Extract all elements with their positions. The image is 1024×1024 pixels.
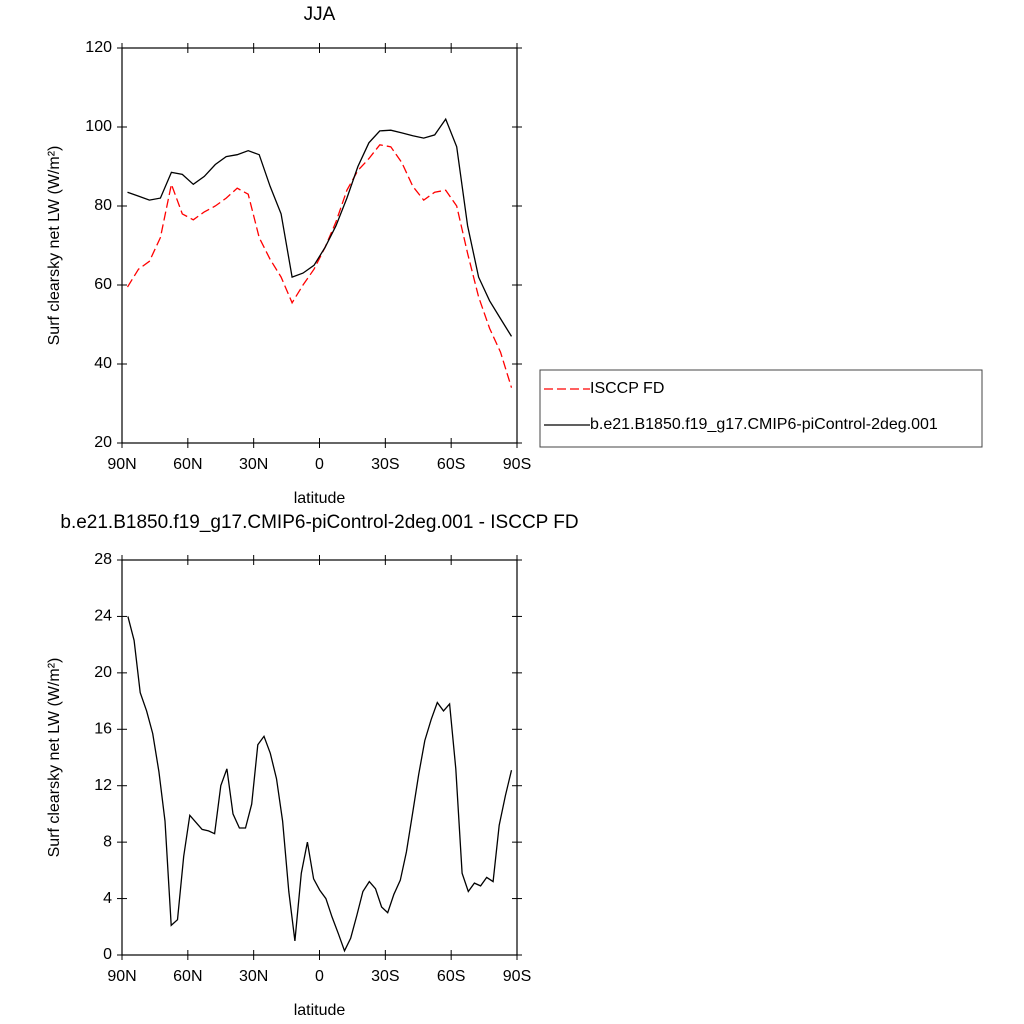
y-tick-label: 100: [85, 118, 112, 135]
chart-title: JJA: [304, 4, 336, 25]
x-tick-label: 60N: [173, 456, 202, 473]
y-tick-label: 120: [85, 39, 112, 56]
x-tick-label: 60S: [437, 968, 465, 985]
plot-frame: [121, 559, 518, 956]
y-tick-label: 24: [94, 608, 112, 625]
y-tick-label: 8: [103, 833, 112, 850]
y-tick-label: 80: [94, 197, 112, 214]
x-tick-label: 30N: [239, 456, 268, 473]
plot-frame: [121, 47, 518, 444]
legend-label: ISCCP FD: [590, 380, 664, 397]
y-tick-label: 40: [94, 355, 112, 372]
y-tick-label: 4: [103, 890, 112, 907]
x-tick-label: 0: [315, 456, 324, 473]
x-tick-label: 60N: [173, 968, 202, 985]
y-tick-label: 16: [94, 721, 112, 738]
y-axis-label: Surf clearsky net LW (W/m²): [46, 658, 63, 858]
x-tick-label: 30S: [371, 456, 399, 473]
y-tick-label: 12: [94, 777, 112, 794]
legend-label: b.e21.B1850.f19_g17.CMIP6-piControl-2deg…: [590, 416, 938, 433]
x-axis-label: latitude: [294, 490, 346, 507]
legend-box: [539, 369, 983, 448]
x-axis-label: latitude: [294, 1002, 346, 1019]
chart: JJA latitude Surf clearsky net LW (W/m²) 20…: [46, 4, 983, 507]
y-axis-label: Surf clearsky net LW (W/m²): [46, 146, 63, 346]
x-tick-label: 60S: [437, 456, 465, 473]
chart-title: b.e21.B1850.f19_g17.CMIP6-piControl-2deg…: [60, 512, 578, 533]
legend: ISCCP FD b.e21.B1850.f19_g17.CMIP6-piCont…: [539, 369, 983, 448]
x-tick-label: 90S: [503, 456, 531, 473]
x-tick-label: 90N: [107, 456, 136, 473]
y-tick-label: 28: [94, 551, 112, 568]
x-tick-label: 90S: [503, 968, 531, 985]
y-tick-label: 20: [94, 434, 112, 451]
x-tick-label: 30N: [239, 968, 268, 985]
series-line: [127, 616, 513, 953]
x-tick-label: 0: [315, 968, 324, 985]
y-tick-label: 60: [94, 276, 112, 293]
series-line: [127, 117, 513, 337]
x-tick-label: 90N: [107, 968, 136, 985]
x-tick-label: 30S: [371, 968, 399, 985]
y-tick-label: 20: [94, 664, 112, 681]
series-line: [126, 144, 513, 388]
chart: b.e21.B1850.f19_g17.CMIP6-piControl-2deg…: [46, 512, 578, 1019]
y-tick-label: 0: [103, 946, 112, 963]
